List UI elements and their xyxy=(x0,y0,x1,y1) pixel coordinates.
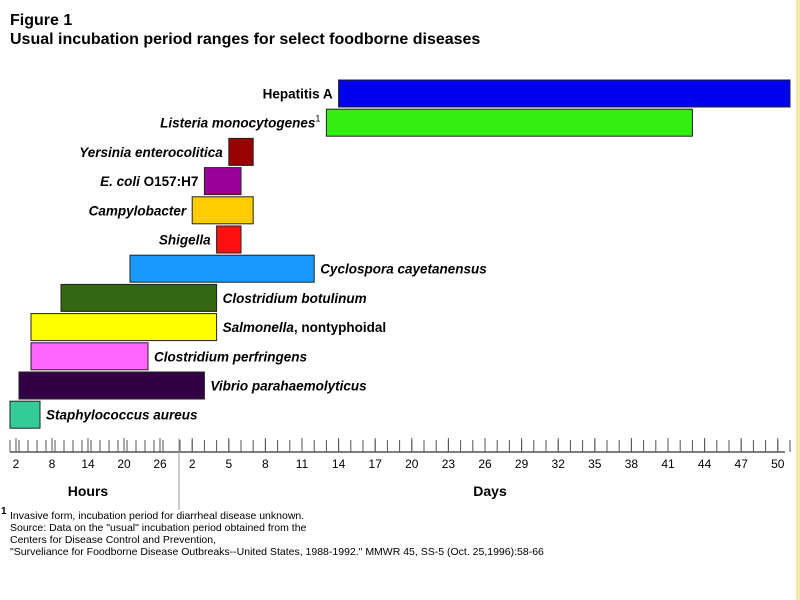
bar-label: Listeria monocytogenes1 xyxy=(160,114,320,131)
x-tick-label: 38 xyxy=(625,457,639,471)
bar-group-6: Cyclospora cayetanensus xyxy=(129,254,487,283)
bar xyxy=(203,167,242,196)
bar-label: Clostridium botulinum xyxy=(223,291,367,306)
figure-label: Figure 1 xyxy=(10,12,73,29)
x-tick-label: 47 xyxy=(735,457,749,471)
bar-group-11: Staphylococcus aureus xyxy=(9,400,198,429)
x-tick-label: 20 xyxy=(117,457,131,471)
bar-group-10: Vibrio parahaemolyticus xyxy=(18,371,367,400)
bar xyxy=(30,342,149,371)
bar-label-part: Hepatitis A xyxy=(263,87,333,102)
footnote-line-3: Centers for Disease Control and Preventi… xyxy=(10,534,217,546)
x-tick-label: 17 xyxy=(369,457,383,471)
x-section-label-hours: Hours xyxy=(68,483,109,499)
bar-label: Shigella xyxy=(159,233,211,248)
bar xyxy=(30,313,218,342)
bar-label-part: , nontyphoidal xyxy=(294,320,386,335)
bar-label-part: Yersinia enterocolitica xyxy=(79,145,223,160)
x-tick-label: 35 xyxy=(588,457,602,471)
bar-group-2: Yersinia enterocolitica xyxy=(79,137,254,166)
bar-label: Vibrio parahaemolyticus xyxy=(210,379,367,394)
bar-label-part: Salmonella xyxy=(223,320,295,335)
bar-label-part: O157:H7 xyxy=(140,174,199,189)
x-tick-label: 23 xyxy=(442,457,456,471)
bar-group-5: Shigella xyxy=(159,225,242,254)
bar xyxy=(9,400,41,429)
bar-label-part: Cyclospora cayetanensus xyxy=(320,262,487,277)
x-tick-label: 29 xyxy=(515,457,529,471)
bar xyxy=(18,371,205,400)
bar-label-part: Clostridium botulinum xyxy=(223,291,367,306)
x-tick-label: 11 xyxy=(296,457,309,471)
x-tick-label: 8 xyxy=(49,457,56,471)
x-tick-label: 26 xyxy=(153,457,167,471)
bar xyxy=(325,108,693,137)
x-tick-label: 5 xyxy=(225,457,232,471)
x-section-label-days: Days xyxy=(473,483,507,499)
footnote-marker: 1 xyxy=(1,506,7,517)
bar-group-9: Clostridium perfringens xyxy=(30,342,308,371)
bar-group-8: Salmonella, nontyphoidal xyxy=(30,313,387,342)
bar xyxy=(216,225,242,254)
bar-label: Cyclospora cayetanensus xyxy=(320,262,487,277)
bar-label-part: Shigella xyxy=(159,233,211,248)
footnote-line-2: Source: Data on the "usual" incubation p… xyxy=(10,522,307,534)
x-tick-label: 32 xyxy=(552,457,566,471)
bar-label: Campylobacter xyxy=(89,203,187,218)
bar-label: Hepatitis A xyxy=(263,87,333,102)
x-tick-label: 44 xyxy=(698,457,712,471)
bar-label-part: Staphylococcus aureus xyxy=(46,408,198,423)
bar-group-4: Campylobacter xyxy=(89,196,254,225)
figure-title: Usual incubation period ranges for selec… xyxy=(10,31,481,48)
page-border-right xyxy=(796,0,800,600)
bar-label: Salmonella, nontyphoidal xyxy=(223,320,387,335)
bar-label-part: Vibrio parahaemolyticus xyxy=(210,379,367,394)
bar-label: Yersinia enterocolitica xyxy=(79,145,223,160)
bar-label-part: Campylobacter xyxy=(89,203,187,218)
bar-label-part: Listeria monocytogenes xyxy=(160,116,316,131)
x-tick-label: 14 xyxy=(81,457,95,471)
footnote-line-1: Invasive form, incubation period for dia… xyxy=(10,510,305,522)
bar xyxy=(129,254,315,283)
bar-group-3: E. coli O157:H7 xyxy=(100,167,242,196)
bar-label: Clostridium perfringens xyxy=(154,349,308,364)
bar xyxy=(338,79,791,108)
x-tick-label: 41 xyxy=(661,457,675,471)
footnote: 1 Invasive form, incubation period for d… xyxy=(0,506,790,558)
x-tick-label: 8 xyxy=(262,457,269,471)
bar-group-7: Clostridium botulinum xyxy=(60,283,367,312)
bar-label-part: Clostridium perfringens xyxy=(154,349,308,364)
figure-heading: Figure 1 Usual incubation period ranges … xyxy=(10,11,480,49)
incubation-chart: Hepatitis A Listeria monocytogenes1 Yersin… xyxy=(9,79,791,510)
bar-group-0: Hepatitis A xyxy=(263,79,791,108)
x-tick-label: 2 xyxy=(189,457,196,471)
bar-group-1: Listeria monocytogenes1 xyxy=(160,108,693,137)
x-tick-label: 26 xyxy=(478,457,492,471)
x-tick-label: 20 xyxy=(405,457,419,471)
bar-label: E. coli O157:H7 xyxy=(100,174,198,189)
bar xyxy=(228,137,254,166)
bar-label: Staphylococcus aureus xyxy=(46,408,198,423)
x-tick-label: 2 xyxy=(13,457,20,471)
bar xyxy=(60,283,218,312)
x-tick-label: 14 xyxy=(332,457,346,471)
bar-label-note: 1 xyxy=(315,114,320,124)
bar xyxy=(191,196,254,225)
x-tick-label: 50 xyxy=(771,457,785,471)
footnote-line-4: "Surveliance for Foodborne Disease Outbr… xyxy=(10,546,544,558)
bar-label-part: E. coli xyxy=(100,174,140,189)
